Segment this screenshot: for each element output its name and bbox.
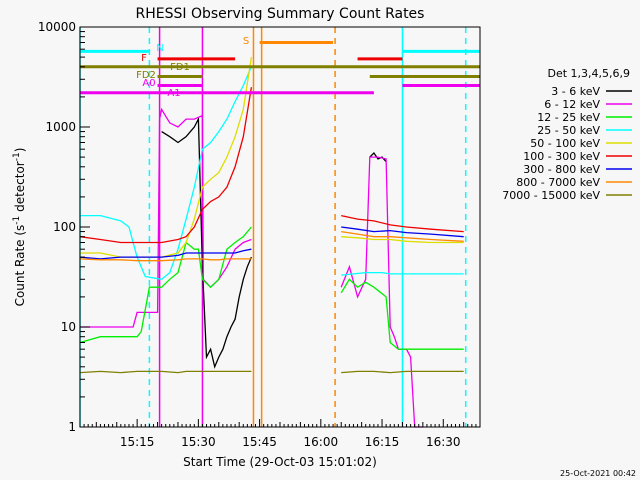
x-tick-label-4: 16:15: [365, 435, 400, 449]
x-tick-label-0: 15:15: [120, 435, 155, 449]
series-line-5: [79, 87, 464, 244]
legend-label-5: 100 - 300 keV: [523, 150, 600, 163]
legend-label-7: 800 - 7000 keV: [516, 176, 600, 189]
legend-label-3: 25 - 50 keV: [537, 124, 600, 137]
state-bar-label-4: FD2: [136, 70, 156, 81]
series-line-7: [79, 230, 464, 262]
state-bar-label-6: A1: [167, 88, 180, 99]
x-tick-label-3: 16:00: [304, 435, 339, 449]
x-axis-ticks: 15:15 15:30 15:45 16:00 16:15 16:30: [83, 419, 477, 449]
legend-label-0: 3 - 6 keV: [551, 85, 600, 98]
series-lines: [79, 57, 464, 428]
state-bar-label-2: F: [141, 53, 147, 64]
y-axis-ticks: 1 10 100 1000 10000: [38, 20, 90, 434]
x-axis-label: Start Time (29-Oct-03 15:01:02): [183, 455, 377, 469]
series-line-3: [80, 66, 464, 280]
timestamp: 25-Oct-2021 00:42: [560, 469, 636, 478]
chart-title: RHESSI Observing Summary Count Rates: [136, 6, 425, 22]
series-line-8: [79, 370, 464, 374]
y-tick-label-0: 1: [68, 420, 76, 434]
x-tick-label-1: 15:30: [181, 435, 216, 449]
legend-label-6: 300 - 800 keV: [523, 163, 600, 176]
series-line-1: [80, 107, 423, 428]
y-tick-label-4: 10000: [38, 20, 76, 34]
state-bar-label-1: S: [243, 36, 249, 47]
y-tick-label-1: 10: [61, 320, 76, 334]
legend-label-2: 12 - 25 keV: [537, 111, 600, 124]
legend-label-4: 50 - 100 keV: [530, 137, 600, 150]
x-tick-label-5: 16:30: [426, 435, 461, 449]
x-tick-label-2: 15:45: [242, 435, 277, 449]
y-axis-label: Count Rate (s-1 detector-1): [12, 148, 27, 307]
legend-title: Det 1,3,4,5,6,9: [547, 67, 630, 80]
state-bar-label-3: FD1: [170, 62, 190, 73]
y-tick-label-3: 1000: [45, 120, 76, 134]
state-bar-label-5: A0: [142, 78, 155, 89]
series-line-6: [79, 226, 464, 260]
state-bar-label-0: N: [156, 43, 163, 54]
y-tick-label-2: 100: [53, 220, 76, 234]
legend-label-1: 6 - 12 keV: [544, 98, 600, 111]
legend-label-8: 7000 - 15000 keV: [502, 189, 600, 202]
